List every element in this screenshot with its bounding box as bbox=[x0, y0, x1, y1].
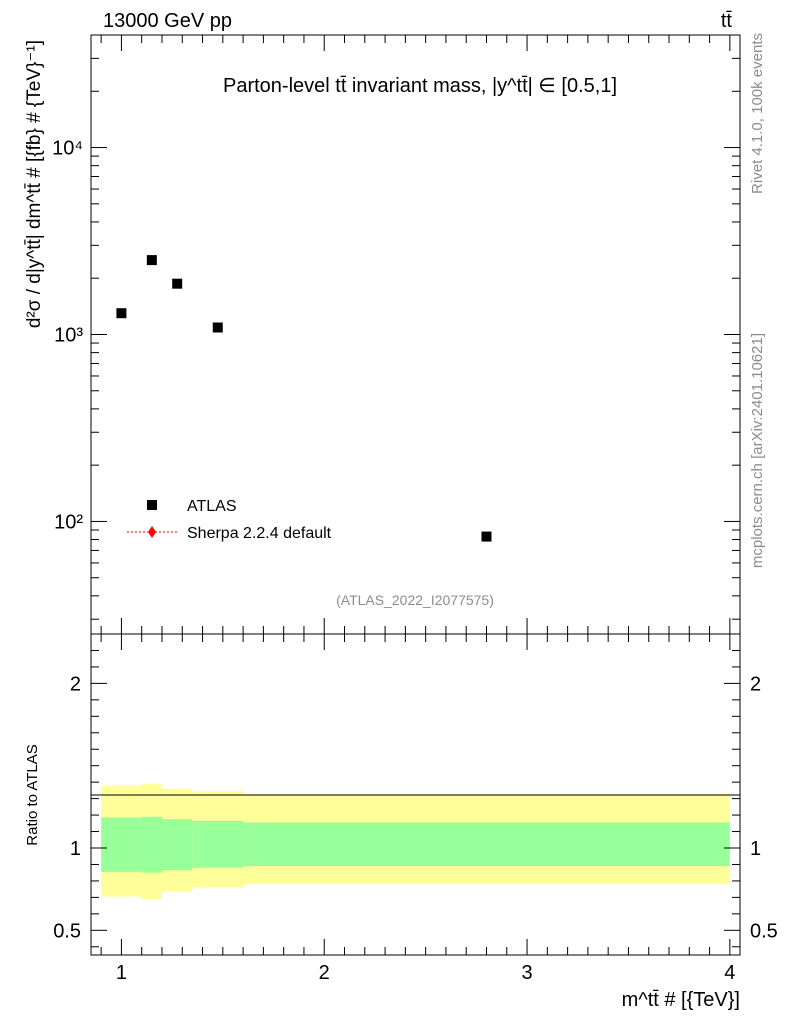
x-tick-label: 3 bbox=[521, 962, 532, 984]
rivet-version-label: Rivet 4.1.0, 100k events bbox=[749, 33, 766, 194]
main-panel: Parton-level tt̄ invariant mass, |y^tt̄|… bbox=[24, 34, 741, 635]
main-y-axis-label: d²σ / d|y^tt̄| dm^tt̄ # [{fb} # {TeV}⁻¹] bbox=[24, 40, 45, 328]
legend-atlas-marker bbox=[147, 500, 157, 510]
ratio-y-tick-label: 1 bbox=[70, 838, 81, 860]
x-axis-label: m^tt̄ # [{TeV}] bbox=[622, 989, 740, 1011]
atlas-data-point bbox=[481, 531, 492, 542]
x-tick-label: 1 bbox=[116, 962, 127, 984]
main-title: Parton-level tt̄ invariant mass, |y^tt̄|… bbox=[223, 75, 617, 97]
atlas-data-point bbox=[172, 278, 183, 289]
atlas-data-point bbox=[146, 255, 157, 266]
uncertainty-band-inner bbox=[161, 819, 193, 871]
ratio-y-tick-label: 0.5 bbox=[53, 920, 81, 942]
uncertainty-band-inner bbox=[141, 816, 162, 873]
ratio-y-tick-label-right: 1 bbox=[750, 838, 761, 860]
legend: ATLAS Sherpa 2.2.4 default bbox=[127, 498, 332, 542]
uncertainty-band-inner bbox=[101, 817, 142, 872]
x-tick-label: 4 bbox=[724, 962, 735, 984]
main-y-tick-label: 10³ bbox=[54, 325, 83, 347]
header-process-label: tt̄ bbox=[721, 10, 733, 32]
ratio-y-axis-label: Ratio to ATLAS bbox=[24, 744, 41, 845]
legend-atlas-label: ATLAS bbox=[187, 498, 237, 515]
ratio-y-tick-label-right: 2 bbox=[750, 673, 761, 695]
ratio-panel-frame bbox=[90, 633, 741, 956]
main-y-tick-label: 10⁴ bbox=[52, 138, 83, 160]
header-energy-label: 13000 GeV pp bbox=[103, 10, 232, 32]
main-panel-frame bbox=[90, 34, 741, 635]
legend-sherpa-marker bbox=[148, 526, 156, 538]
ratio-y-tick-label: 2 bbox=[70, 673, 81, 695]
ratio-panel: 0.5 0.5 1 1 2 2 1 2 3 4 Ratio to ATLAS m^tt̄ # [… bbox=[24, 633, 778, 1011]
uncertainty-band-inner bbox=[243, 822, 730, 867]
uncertainty-band-inner bbox=[192, 820, 244, 868]
atlas-data-point bbox=[212, 322, 223, 333]
x-tick-label: 2 bbox=[319, 962, 330, 984]
ratio-y-tick-label-right: 0.5 bbox=[750, 920, 778, 942]
analysis-id-label: (ATLAS_2022_I2077575) bbox=[336, 592, 494, 608]
atlas-data-point bbox=[116, 308, 127, 319]
main-y-tick-label: 10² bbox=[54, 511, 83, 533]
mcplots-label: mcplots.cern.ch [arXiv:2401.10621] bbox=[749, 333, 766, 568]
legend-sherpa-label: Sherpa 2.2.4 default bbox=[187, 525, 332, 542]
